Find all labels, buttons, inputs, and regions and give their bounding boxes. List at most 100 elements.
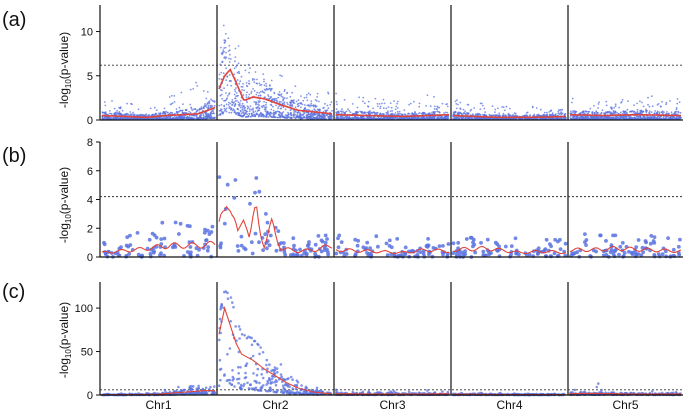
snp-point [192,108,195,111]
snp-point [473,107,476,109]
snp-point [259,84,261,87]
snp-point [661,112,664,115]
snp-point [170,111,173,114]
snp-point [260,83,263,86]
snp-point [605,104,608,107]
snp-point [277,116,279,119]
snp-point [234,88,236,91]
snp-point [224,109,227,111]
snp-point [247,63,250,66]
snp-point [425,243,430,248]
snp-point [149,107,152,110]
snp-point [108,112,111,115]
snp-point [272,116,275,118]
panel-a-chromosome-dividers [216,5,569,120]
snp-point [170,94,173,97]
panel-a-ylabel: -log10(p-value) [57,32,73,108]
snp-point [205,248,210,253]
snp-point [331,109,333,112]
snp-point [253,113,255,116]
snp-point [206,245,211,250]
snp-point [561,112,564,115]
snp-point [636,112,638,114]
snp-point [572,111,574,113]
snp-point [261,106,264,109]
snp-point [222,111,224,114]
snp-point [416,116,419,119]
snp-point [558,247,563,252]
snp-point [254,176,259,180]
snp-point [205,104,208,106]
snp-point [236,71,239,74]
snp-point [310,100,313,102]
snp-point [312,105,315,108]
snp-point [569,112,572,114]
snp-point [648,110,651,112]
snp-point [290,117,292,119]
snp-point [104,104,107,107]
snp-point [310,117,313,120]
snp-point [293,116,295,119]
snp-point [263,91,266,94]
snp-point [326,250,330,255]
snp-point [307,108,309,111]
snp-point [455,107,458,110]
snp-point [571,101,573,104]
ytick-label: 100 [75,303,93,315]
snp-point [282,250,287,254]
snp-point [467,112,470,115]
snp-point [414,111,416,113]
snp-point [661,100,663,103]
snp-point [264,106,266,109]
snp-point [636,110,639,113]
snp-point [367,112,370,115]
snp-point [316,234,321,238]
snp-point [415,253,420,257]
snp-point [278,116,281,119]
snp-point [312,116,315,119]
snp-point [379,105,382,108]
snp-point [665,103,667,106]
snp-point [257,94,260,97]
snp-point [464,237,469,241]
snp-point [477,113,480,115]
snp-point [560,111,563,113]
snp-point [291,252,295,257]
snp-point [587,110,590,113]
snp-point [502,112,505,115]
snp-point [649,234,654,238]
snp-point [579,112,582,114]
snp-point [339,240,344,245]
snp-point [192,88,195,90]
snp-point [326,104,329,107]
snp-point [212,100,215,103]
snp-point [311,113,314,116]
snp-point [235,87,237,89]
snp-point [173,117,176,120]
snp-point [505,105,508,108]
snp-point [659,105,662,108]
snp-point [327,117,330,120]
snp-point [223,104,226,107]
snp-point [365,240,370,245]
snp-point [440,115,443,118]
snp-point [125,113,128,115]
snp-point [487,252,491,257]
snp-point [665,101,668,104]
panel-b-ylabel: -log10(p-value) [57,167,73,243]
snp-point [166,111,169,114]
snp-point [263,88,266,91]
snp-point [137,108,140,111]
snp-point [233,73,236,76]
snp-point [185,109,188,112]
snp-point [233,110,236,113]
snp-point [210,224,215,229]
snp-point [648,117,650,119]
snp-point [175,110,178,113]
snp-point [280,93,283,96]
snp-point [143,114,146,117]
snp-point [446,242,451,246]
snp-point [247,96,250,99]
snp-point [267,116,270,118]
snp-point [259,91,262,93]
